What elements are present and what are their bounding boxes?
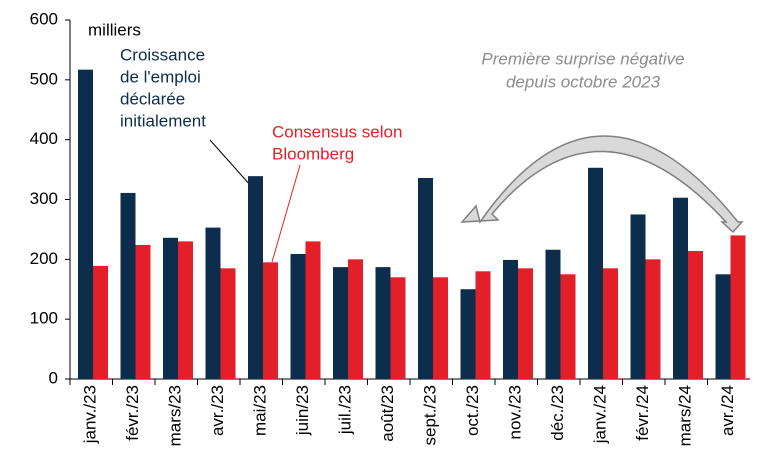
y-tick-label: 0 [49,368,58,387]
x-tick-label: oct./23 [463,385,482,436]
bar [645,259,661,379]
bar [263,262,278,379]
bar [730,235,746,379]
bar [305,241,321,379]
bar [135,244,151,379]
x-tick-label: mars/23 [166,385,185,446]
x-tick-label: avr./24 [718,385,737,436]
bar [78,69,93,379]
x-tick-label: sept./23 [421,385,440,446]
bar [503,259,518,379]
y-tick-label: 400 [30,129,58,148]
bar [518,268,533,379]
bar [545,249,561,379]
bar [178,241,193,379]
bar [460,289,476,379]
bar [418,177,433,379]
bar [603,268,618,379]
bar [248,176,263,379]
x-tick-label: mars/24 [676,385,695,446]
bar [120,192,136,379]
x-tick-label: févr./23 [123,385,142,441]
bar [333,267,348,379]
bar [290,253,306,379]
bar [220,268,236,379]
curved-arrow [460,135,744,234]
bar [163,237,178,379]
y-tick-label: 500 [30,69,58,88]
bar [375,267,391,379]
annotation: Première surprise négative [481,49,684,68]
x-tick-label: juin/23 [293,385,312,436]
x-tick-label: août/23 [378,385,397,442]
bar [390,277,406,379]
bar [588,167,603,379]
x-tick-label: mai/23 [251,385,270,436]
y-tick-label: 300 [30,189,58,208]
bar [688,250,703,379]
y-tick-label: 600 [30,9,58,28]
x-tick-label: janv./23 [81,385,100,444]
annotation: Consensus selon [272,122,402,141]
bar [673,197,688,379]
bar [93,265,108,379]
legend-label: initialement [120,111,206,130]
legend-label: Croissance [120,45,205,64]
x-labels: janv./23 févr./23 mars/23 avr./23 mai/23 juin… [81,385,738,446]
bar [715,274,731,379]
x-tick-label: janv./24 [591,385,610,444]
x-tick-label: nov./23 [506,385,525,440]
bar [475,271,491,379]
x-tick-label: déc./23 [548,385,567,441]
leader-line [271,164,301,263]
y-tick-label: 200 [30,249,58,268]
bar [348,259,363,379]
bar [560,274,576,379]
annotation: Bloomberg [272,144,354,163]
legend-label: déclarée [120,89,185,108]
legend-label: de l'emploi [120,67,201,86]
bar [205,227,221,379]
x-tick-label: juil./23 [336,385,355,435]
leader-line [209,139,252,187]
annotation: depuis octobre 2023 [506,72,661,91]
unit-label: milliers [88,20,141,39]
bar [433,277,448,379]
bar [630,214,646,379]
y-tick-label: 100 [30,309,58,328]
x-tick-label: févr./24 [633,385,652,441]
x-tick-label: avr./23 [208,385,227,436]
